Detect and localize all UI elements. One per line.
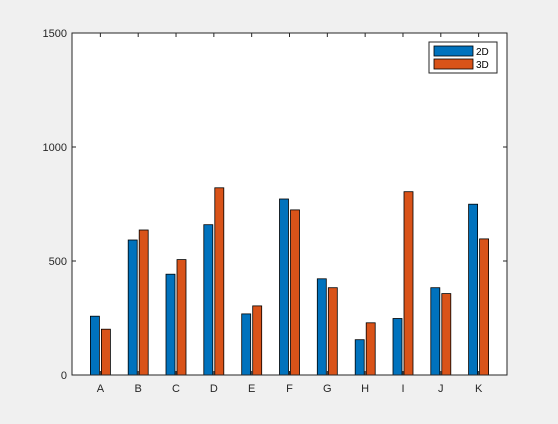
y-tick-label: 500 — [49, 256, 67, 268]
bar-3D-J — [441, 293, 452, 376]
x-tick-label: J — [438, 383, 444, 395]
bar-2D-E — [241, 313, 252, 376]
axes: 0 500 1000 1500 A B C D E F G H I J K — [43, 28, 508, 395]
bar-3D-D — [214, 187, 225, 376]
bar-2D-G — [316, 278, 327, 376]
bar-3D-E — [252, 305, 263, 376]
y-tick-label: 1500 — [43, 28, 67, 40]
bar-3D-B — [138, 229, 149, 376]
bar-2D-K — [468, 203, 479, 376]
legend-swatch-2D — [433, 45, 474, 57]
bar-2D-H — [354, 339, 365, 376]
y-tick-label: 0 — [61, 370, 67, 382]
bar-2D-B — [127, 239, 138, 376]
bar-3D-K — [479, 238, 490, 376]
bar-2D-C — [165, 273, 176, 376]
legend-label-2D: 2D — [476, 47, 489, 58]
legend-label-3D: 3D — [476, 60, 489, 71]
x-tick-label: K — [475, 383, 483, 395]
bar-3D-I — [403, 191, 414, 376]
y-tick-label: 1000 — [43, 142, 67, 154]
x-tick-label: H — [361, 383, 369, 395]
bar-2D-I — [392, 318, 403, 376]
x-tick-label: E — [248, 383, 255, 395]
bar-3D-C — [176, 259, 187, 376]
x-tick-label: F — [286, 383, 293, 395]
bar-2D-A — [90, 315, 100, 376]
x-tick-label: B — [135, 383, 142, 395]
bar-2D-D — [203, 224, 214, 376]
legend-swatch-3D — [433, 58, 474, 70]
bar-3D-G — [327, 287, 338, 376]
x-tick-label: A — [97, 383, 105, 395]
x-tick-label: I — [401, 383, 404, 395]
bar-2D-J — [430, 287, 441, 376]
bar-3D-F — [290, 209, 300, 376]
x-tick-label: G — [323, 383, 332, 395]
bar-3D-A — [101, 328, 111, 376]
x-tick-label: C — [172, 383, 180, 395]
bar-2D-F — [279, 198, 289, 376]
bar-3D-H — [365, 322, 376, 376]
x-tick-label: D — [210, 383, 218, 395]
